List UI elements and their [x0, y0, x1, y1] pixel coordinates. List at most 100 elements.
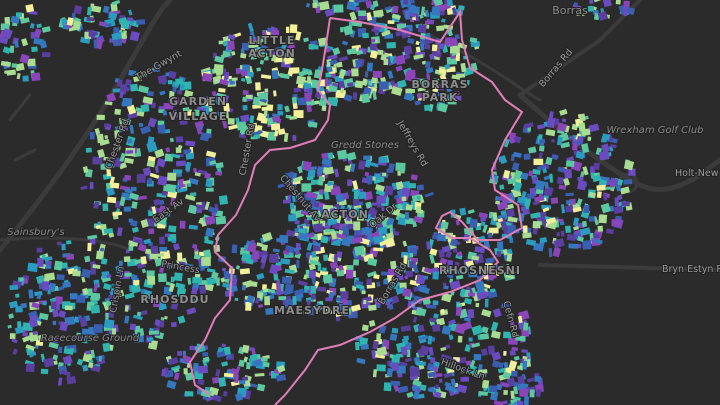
building: [440, 346, 447, 352]
building: [534, 375, 542, 383]
building: [235, 366, 241, 376]
building: [481, 379, 490, 389]
building: [348, 223, 354, 230]
building: [93, 324, 103, 334]
building: [592, 9, 599, 15]
building: [556, 232, 560, 237]
place-label: VILLAGE: [169, 110, 228, 123]
building: [357, 160, 366, 170]
building: [374, 184, 385, 192]
building: [508, 360, 518, 369]
building: [505, 311, 512, 318]
building: [108, 11, 118, 21]
building: [471, 255, 479, 261]
building: [475, 226, 482, 231]
building: [513, 181, 523, 192]
building: [289, 116, 297, 120]
building: [76, 294, 86, 304]
building: [72, 336, 83, 342]
place-label: RHOSDDU: [140, 293, 209, 306]
building: [222, 391, 228, 397]
building: [106, 196, 117, 204]
building: [159, 246, 168, 252]
building: [397, 81, 402, 88]
building: [270, 123, 281, 131]
building: [125, 79, 132, 86]
building: [12, 348, 18, 355]
building: [582, 220, 588, 228]
building: [356, 357, 366, 365]
building: [341, 297, 349, 306]
building: [526, 377, 535, 383]
building: [496, 222, 502, 229]
building: [362, 290, 366, 295]
building: [579, 227, 591, 236]
building: [179, 220, 186, 229]
building: [386, 217, 395, 227]
building: [9, 284, 19, 291]
building: [523, 322, 529, 331]
building: [330, 230, 338, 240]
building: [476, 291, 488, 300]
building: [157, 175, 168, 186]
building: [392, 5, 399, 13]
building: [87, 362, 94, 369]
building: [74, 316, 80, 323]
building: [560, 141, 571, 149]
building: [405, 204, 413, 211]
building: [588, 123, 600, 133]
building: [212, 394, 222, 403]
building: [439, 257, 448, 265]
building: [274, 46, 283, 53]
building: [495, 266, 502, 271]
building: [246, 71, 255, 78]
building: [460, 62, 467, 73]
building: [149, 172, 160, 179]
building: [378, 81, 389, 90]
building: [144, 289, 153, 295]
building: [445, 344, 451, 349]
building: [364, 71, 369, 78]
building: [565, 192, 574, 197]
building: [276, 283, 282, 293]
building: [260, 261, 266, 270]
building: [303, 81, 312, 90]
building: [449, 280, 461, 290]
building: [419, 345, 430, 356]
building: [66, 240, 72, 245]
building: [177, 315, 186, 324]
building: [245, 94, 253, 100]
building: [397, 170, 401, 176]
building: [136, 175, 141, 184]
building: [62, 281, 71, 289]
building: [492, 212, 498, 222]
building: [189, 192, 197, 197]
building: [38, 312, 49, 321]
building: [376, 281, 381, 287]
road: [538, 263, 720, 272]
building: [341, 303, 347, 309]
building: [221, 282, 231, 289]
building: [476, 222, 481, 228]
building: [193, 109, 200, 117]
building: [412, 390, 420, 400]
building: [204, 282, 214, 292]
building: [451, 7, 458, 16]
building: [517, 365, 524, 370]
building: [378, 156, 388, 164]
building: [85, 350, 91, 355]
building: [240, 70, 250, 77]
building: [326, 309, 334, 315]
building: [146, 337, 154, 342]
building: [93, 283, 99, 293]
building: [328, 78, 332, 85]
building: [407, 69, 416, 74]
building: [357, 0, 366, 3]
building: [297, 165, 303, 174]
building: [57, 346, 63, 354]
building: [530, 212, 541, 219]
building: [325, 229, 335, 233]
building: [515, 400, 524, 405]
building: [383, 382, 392, 392]
building: [42, 301, 47, 306]
